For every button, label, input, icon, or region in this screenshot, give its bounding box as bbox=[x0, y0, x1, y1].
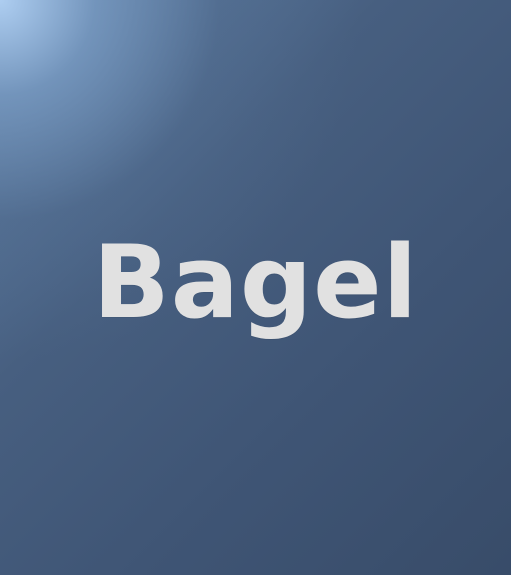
page-title: Bagel bbox=[92, 223, 419, 341]
